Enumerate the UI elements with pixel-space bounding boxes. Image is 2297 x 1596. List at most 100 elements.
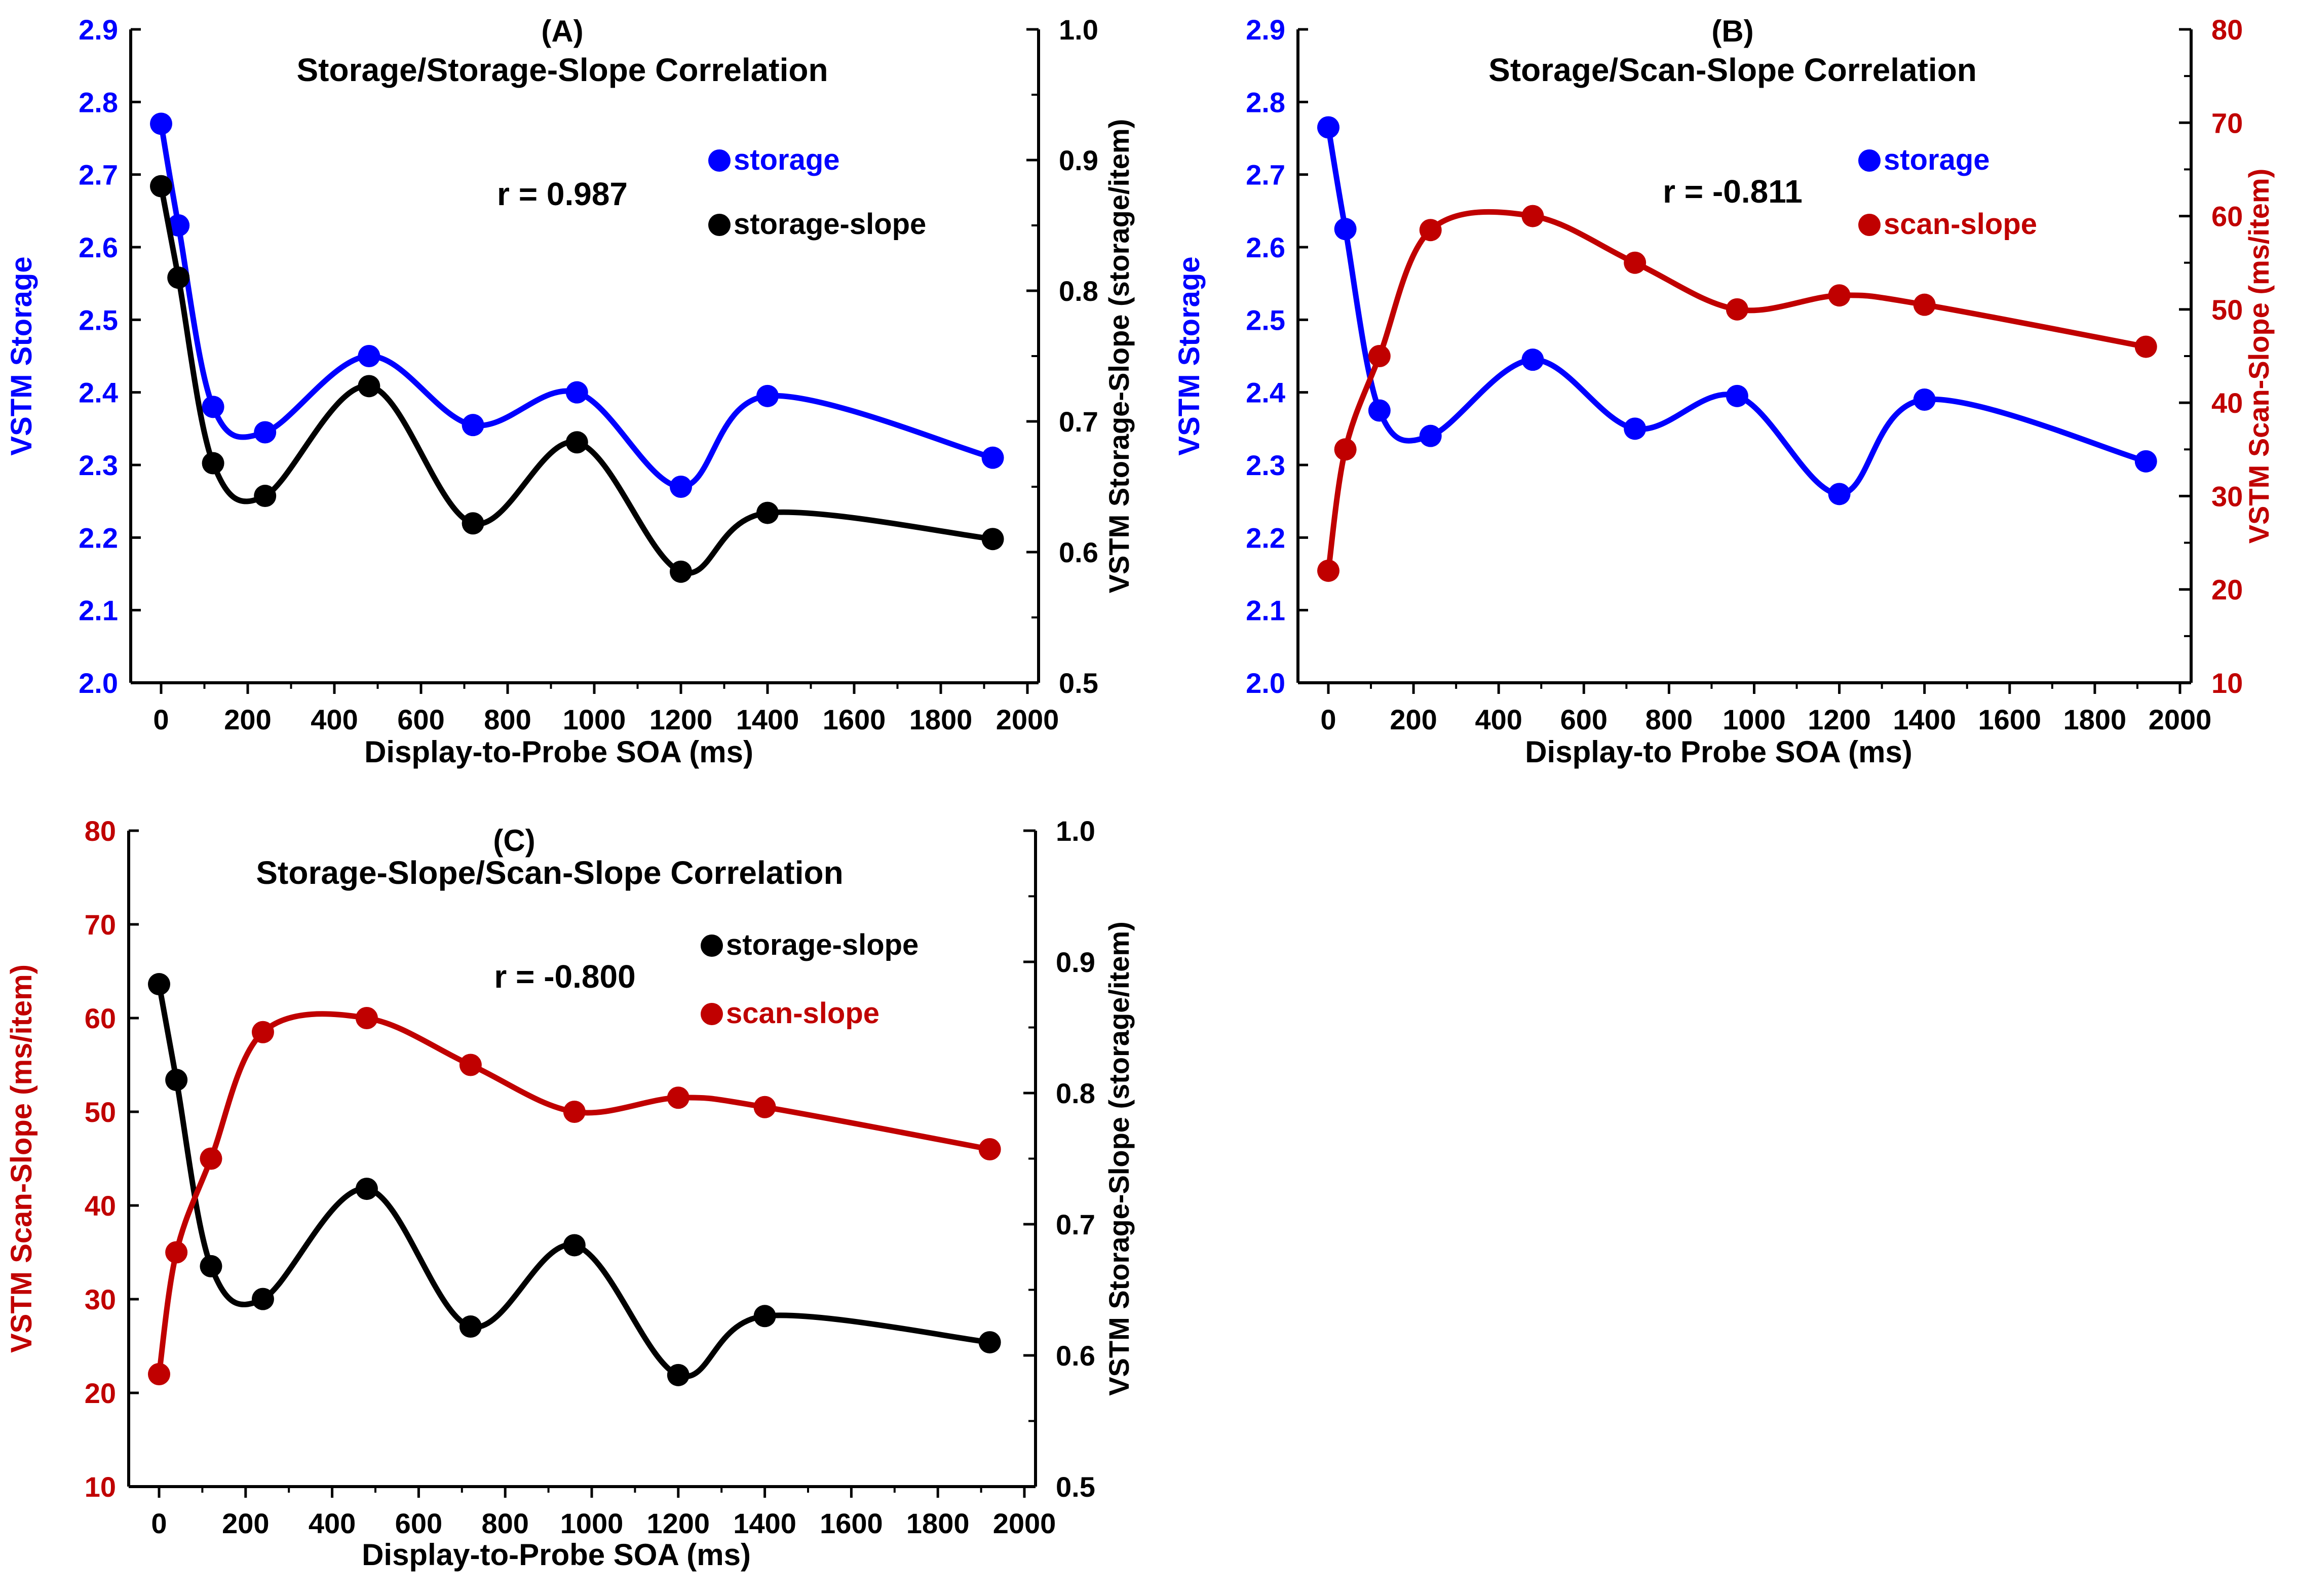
left-axis-tick-label: 60 bbox=[85, 1002, 116, 1034]
x-axis-tick-label: 1800 bbox=[2063, 704, 2127, 735]
chart-panel-c: 10 20 30 40 50 60 70 80 VSTM Scan-Slope (ms/item… bbox=[5, 815, 1135, 1572]
data-point-scan-slope bbox=[563, 1101, 586, 1123]
left-axis-tick-label: 2.7 bbox=[1246, 159, 1285, 191]
data-point-storage bbox=[254, 421, 277, 444]
left-axis-tick-label: 2.1 bbox=[79, 595, 118, 627]
data-point-storage-slope bbox=[150, 175, 172, 198]
data-point-storage-slope bbox=[565, 431, 588, 454]
right-axis-tick-label: 0.5 bbox=[1059, 667, 1098, 699]
left-axis-tick-label: 2.7 bbox=[79, 159, 118, 191]
panel-label: (C) bbox=[493, 824, 535, 858]
series-storage bbox=[1317, 116, 2157, 505]
series-storage bbox=[150, 112, 1004, 498]
x-axis-tick-label: 0 bbox=[1320, 704, 1336, 735]
x-axis-tick-label: 800 bbox=[1645, 704, 1693, 735]
data-point-scan-slope bbox=[165, 1241, 188, 1264]
data-point-storage-slope bbox=[202, 452, 224, 475]
data-point-scan-slope bbox=[1828, 284, 1851, 307]
right-axis-tick-label: 0.6 bbox=[1059, 536, 1098, 568]
data-point-storage-slope bbox=[167, 266, 190, 289]
legend-marker-storage bbox=[1858, 149, 1881, 172]
left-axis-tick-label: 2.5 bbox=[79, 304, 118, 336]
x-axis-tick-label: 1400 bbox=[1893, 704, 1956, 735]
legend-label-scan-slope: scan-slope bbox=[1884, 208, 2037, 241]
data-point-scan-slope bbox=[1334, 438, 1357, 461]
data-point-storage bbox=[1913, 388, 1936, 411]
right-axis-tick-label: 0.9 bbox=[1056, 946, 1095, 978]
left-axis-tick-label: 2.8 bbox=[1246, 86, 1285, 118]
legend-label-storage: storage bbox=[734, 143, 840, 176]
right-axis-tick-label: 0.7 bbox=[1059, 406, 1098, 438]
left-axis-tick-label: 70 bbox=[85, 909, 116, 941]
data-point-storage bbox=[167, 214, 190, 237]
series-line-storage bbox=[158, 121, 996, 490]
correlation-label: r = 0.987 bbox=[497, 176, 628, 212]
x-axis-tick-label: 200 bbox=[222, 1507, 269, 1539]
data-point-storage-slope bbox=[459, 1315, 482, 1338]
x-axis-tick-label: 1600 bbox=[1978, 704, 2042, 735]
data-point-storage bbox=[1828, 483, 1851, 505]
data-point-storage-slope bbox=[200, 1255, 222, 1277]
data-point-storage bbox=[981, 446, 1004, 469]
data-point-storage bbox=[2134, 450, 2157, 473]
right-axis-tick-label: 20 bbox=[2211, 574, 2243, 606]
data-point-scan-slope bbox=[200, 1147, 222, 1170]
x-axis-tick-label: 1800 bbox=[909, 704, 973, 735]
data-point-scan-slope bbox=[978, 1138, 1001, 1160]
panel-label: (B) bbox=[1711, 14, 1753, 48]
right-axis-tick-label: 70 bbox=[2211, 107, 2243, 139]
data-point-storage bbox=[462, 414, 484, 437]
data-point-scan-slope bbox=[667, 1086, 690, 1109]
left-axis-tick-label: 2.2 bbox=[79, 522, 118, 554]
x-axis-tick-label: 600 bbox=[1560, 704, 1607, 735]
right-axis-title: VSTM Storage-Slope (storage/item) bbox=[1103, 921, 1135, 1396]
legend-marker-storage-slope bbox=[708, 214, 731, 236]
series-line-storage-slope bbox=[156, 981, 993, 1379]
data-point-storage bbox=[1624, 417, 1647, 440]
data-point-storage-slope bbox=[978, 1331, 1001, 1354]
series-line-storage-slope bbox=[158, 183, 996, 576]
series-line-scan-slope bbox=[1325, 209, 2149, 574]
right-axis-tick-label: 1.0 bbox=[1056, 815, 1095, 847]
data-point-scan-slope bbox=[1726, 298, 1748, 321]
legend-label-scan-slope: scan-slope bbox=[726, 997, 879, 1030]
x-axis-tick-label: 1400 bbox=[736, 704, 799, 735]
correlation-label: r = -0.811 bbox=[1663, 173, 1803, 210]
left-axis-tick-label: 80 bbox=[85, 815, 116, 847]
right-axis-tick-label: 30 bbox=[2211, 480, 2243, 512]
right-axis-tick-label: 0.5 bbox=[1056, 1471, 1095, 1503]
legend-marker-storage-slope bbox=[701, 935, 723, 957]
data-point-scan-slope bbox=[355, 1007, 378, 1029]
series-line-storage bbox=[1325, 125, 2149, 497]
data-point-scan-slope bbox=[459, 1054, 482, 1076]
data-point-storage bbox=[1317, 116, 1339, 139]
legend-label-storage-slope: storage-slope bbox=[734, 208, 926, 241]
x-axis-tick-label: 1000 bbox=[560, 1507, 624, 1539]
left-axis-tick-label: 2.4 bbox=[1246, 377, 1285, 409]
x-axis-tick-label: 1200 bbox=[1808, 704, 1871, 735]
data-point-scan-slope bbox=[1624, 251, 1647, 274]
x-axis-tick-label: 600 bbox=[397, 704, 444, 735]
legend-label-storage-slope: storage-slope bbox=[726, 928, 918, 961]
left-axis-tick-label: 2.3 bbox=[79, 449, 118, 481]
data-point-storage-slope bbox=[148, 973, 170, 996]
series-storage-slope bbox=[150, 175, 1004, 583]
data-point-storage-slope bbox=[355, 1178, 378, 1200]
x-axis-title: Display-to-Probe SOA (ms) bbox=[362, 1538, 751, 1572]
x-axis-tick-label: 1600 bbox=[823, 704, 886, 735]
legend-marker-storage bbox=[708, 149, 731, 172]
chart-panel-a: 2.0 2.1 2.2 2.3 2.4 2.5 2.6 2.7 2.8 2.9 VSTM Stora… bbox=[5, 14, 1135, 769]
x-axis-tick-label: 800 bbox=[481, 1507, 528, 1539]
data-point-storage-slope bbox=[667, 1364, 690, 1386]
data-point-storage-slope bbox=[254, 485, 277, 508]
data-point-storage-slope bbox=[981, 528, 1004, 551]
data-point-storage-slope bbox=[756, 501, 779, 524]
chart-title: Storage-Slope/Scan-Slope Correlation bbox=[256, 854, 843, 891]
right-axis-tick-label: 1.0 bbox=[1059, 14, 1098, 46]
x-axis-tick-label: 600 bbox=[395, 1507, 442, 1539]
data-point-storage bbox=[358, 345, 380, 367]
data-point-storage bbox=[565, 381, 588, 404]
left-axis-tick-label: 2.9 bbox=[79, 14, 118, 46]
left-axis-tick-label: 2.1 bbox=[1246, 595, 1285, 627]
chart-title: Storage/Scan-Slope Correlation bbox=[1488, 52, 1977, 88]
